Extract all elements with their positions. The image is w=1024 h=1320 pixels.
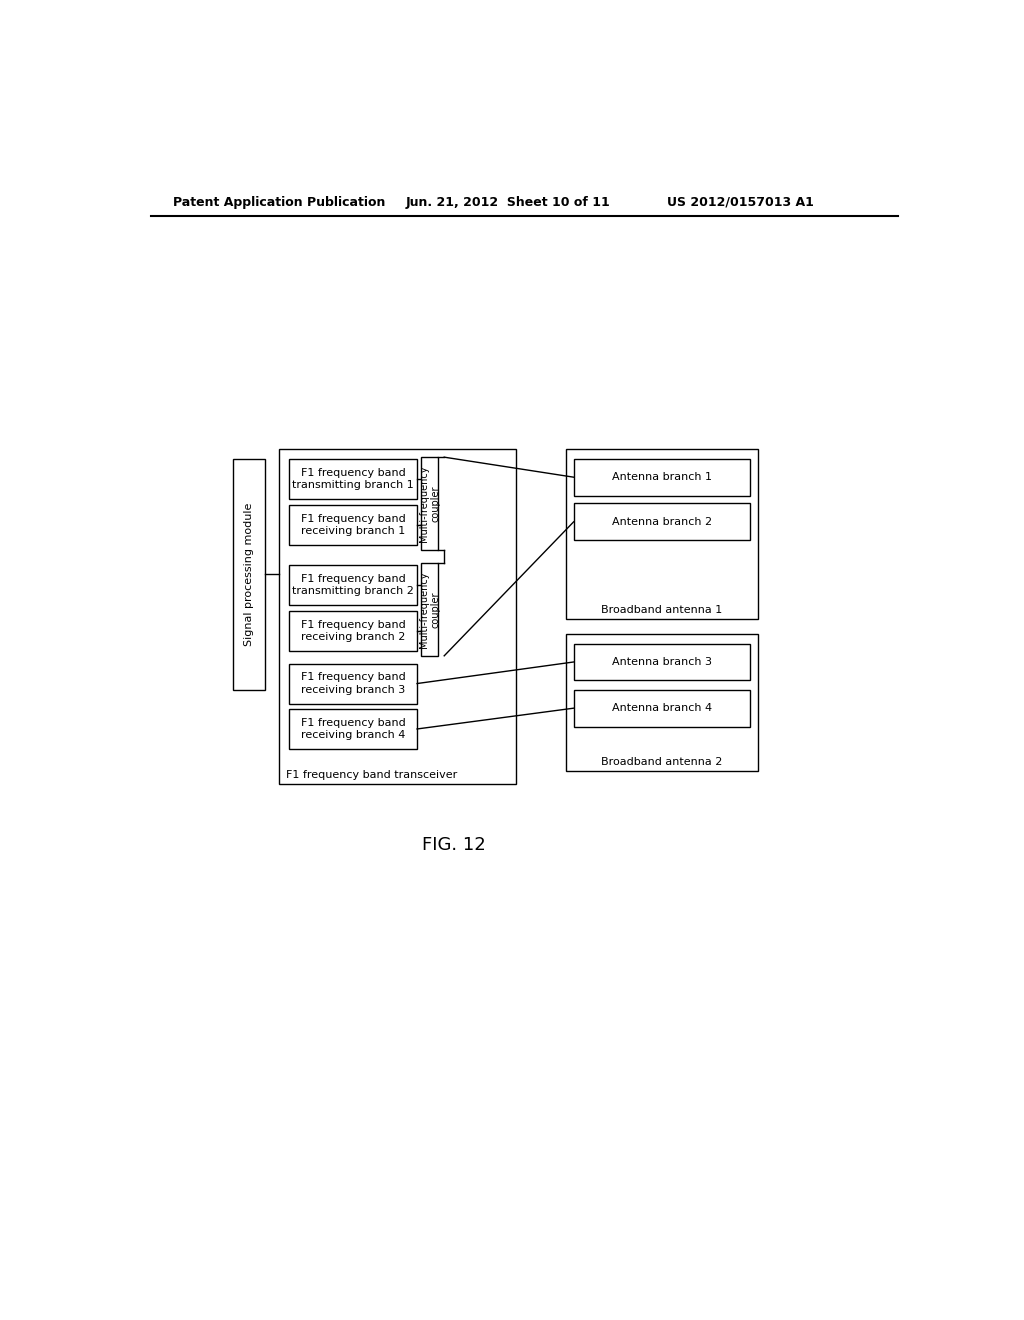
Text: receiving branch 4: receiving branch 4 bbox=[301, 730, 406, 741]
Text: Broadband antenna 1: Broadband antenna 1 bbox=[601, 605, 723, 615]
Text: receiving branch 3: receiving branch 3 bbox=[301, 685, 406, 694]
Text: Antenna branch 1: Antenna branch 1 bbox=[612, 473, 712, 482]
Text: transmitting branch 2: transmitting branch 2 bbox=[292, 586, 414, 597]
Text: F1 frequency band transceiver: F1 frequency band transceiver bbox=[287, 770, 458, 780]
Bar bbox=[289, 506, 417, 545]
Text: receiving branch 2: receiving branch 2 bbox=[301, 632, 406, 643]
Text: F1 frequency band: F1 frequency band bbox=[301, 718, 406, 727]
Bar bbox=[421, 564, 438, 656]
Bar bbox=[280, 449, 515, 784]
Bar bbox=[573, 503, 751, 540]
Text: transmitting branch 1: transmitting branch 1 bbox=[292, 480, 414, 490]
Text: F1 frequency band: F1 frequency band bbox=[301, 467, 406, 478]
Text: F1 frequency band: F1 frequency band bbox=[301, 513, 406, 524]
Bar bbox=[573, 459, 751, 496]
Text: Patent Application Publication: Patent Application Publication bbox=[173, 195, 385, 209]
Text: Multi-frequency
coupler: Multi-frequency coupler bbox=[419, 465, 440, 541]
Text: F1 frequency band: F1 frequency band bbox=[301, 574, 406, 583]
Text: Signal processing module: Signal processing module bbox=[244, 503, 254, 645]
Text: FIG. 12: FIG. 12 bbox=[422, 837, 485, 854]
Text: US 2012/0157013 A1: US 2012/0157013 A1 bbox=[667, 195, 814, 209]
Bar bbox=[573, 644, 751, 681]
Bar bbox=[421, 457, 438, 549]
Bar bbox=[566, 449, 758, 619]
Text: Jun. 21, 2012  Sheet 10 of 11: Jun. 21, 2012 Sheet 10 of 11 bbox=[406, 195, 610, 209]
Bar bbox=[573, 689, 751, 726]
Text: Antenna branch 3: Antenna branch 3 bbox=[612, 657, 712, 667]
Bar bbox=[289, 709, 417, 748]
Bar bbox=[289, 565, 417, 605]
Text: Antenna branch 4: Antenna branch 4 bbox=[612, 704, 712, 713]
Bar bbox=[232, 459, 265, 689]
Text: Broadband antenna 2: Broadband antenna 2 bbox=[601, 758, 723, 767]
Bar bbox=[289, 664, 417, 704]
Text: Antenna branch 2: Antenna branch 2 bbox=[612, 517, 712, 527]
Text: receiving branch 1: receiving branch 1 bbox=[301, 527, 406, 536]
Bar bbox=[566, 635, 758, 771]
Bar bbox=[289, 459, 417, 499]
Text: Multi-frequency
coupler: Multi-frequency coupler bbox=[419, 572, 440, 648]
Text: F1 frequency band: F1 frequency band bbox=[301, 672, 406, 682]
Text: F1 frequency band: F1 frequency band bbox=[301, 620, 406, 630]
Bar bbox=[289, 611, 417, 651]
